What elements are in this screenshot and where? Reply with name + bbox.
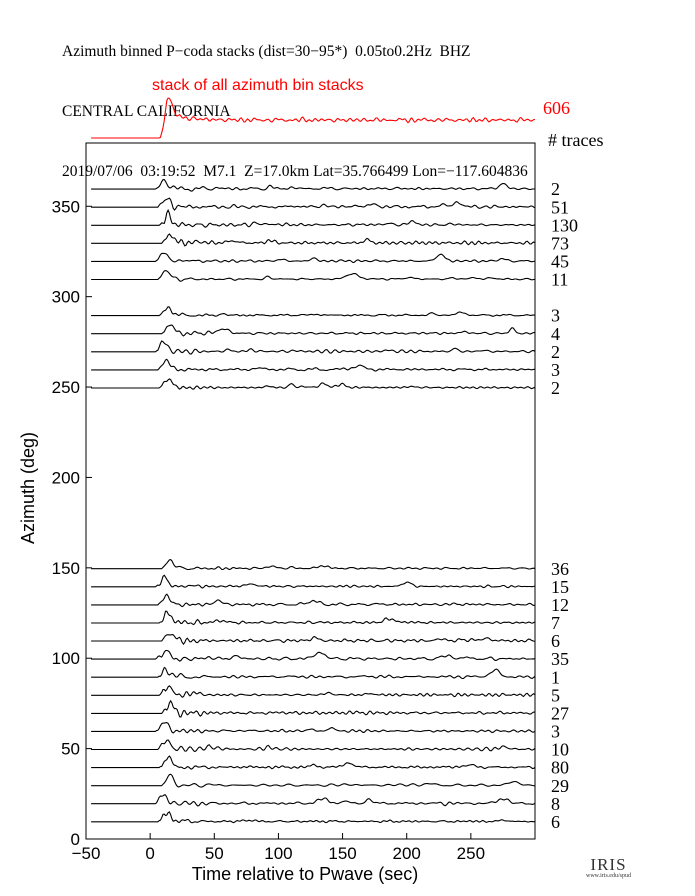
azimuth-trace xyxy=(91,794,536,807)
trace-count-label: 12 xyxy=(551,595,569,615)
header-region: CENTRAL CALIFORNIA xyxy=(62,103,231,120)
x-tick-label: 0 xyxy=(145,844,154,863)
stack-panel: stack of all azimuth bin stacks 606 # tr… xyxy=(91,77,603,150)
trace-count-label: 3 xyxy=(551,360,560,380)
azimuth-trace xyxy=(91,773,536,788)
trace-count-label: 51 xyxy=(551,197,569,217)
trace-count-label: 1 xyxy=(551,667,560,687)
x-tick-label: 50 xyxy=(205,844,224,863)
trace-count-label: 7 xyxy=(551,613,560,633)
y-tick-label: 350 xyxy=(52,197,80,216)
azimuth-trace xyxy=(91,610,536,626)
header-event: 2019/07/06 03:19:52 M7.1 Z=17.0km Lat=35… xyxy=(62,163,528,180)
trace-count-label: 6 xyxy=(551,631,560,651)
iris-logo: IRIS www.iris.edu/spud xyxy=(586,856,631,880)
azimuth-trace xyxy=(91,378,536,390)
trace-count-label: 2 xyxy=(551,179,560,199)
trace-count-label: 5 xyxy=(551,685,560,705)
azimuth-trace xyxy=(91,811,536,824)
trace-count-label: 10 xyxy=(551,740,569,760)
trace-count-label: 8 xyxy=(551,794,560,814)
header-title: Azimuth binned P−coda stacks (dist=30−95… xyxy=(62,43,471,60)
azimuth-trace xyxy=(91,722,536,734)
azimuth-trace xyxy=(91,358,536,372)
trace-count-label: 73 xyxy=(551,233,569,253)
y-tick-label: 300 xyxy=(52,288,80,307)
y-tick-label: 250 xyxy=(52,378,80,397)
stack-label: stack of all azimuth bin stacks xyxy=(152,77,364,94)
stack-trace-line xyxy=(91,97,536,139)
trace-count-label: 4 xyxy=(551,324,560,344)
traces-count-header: # traces xyxy=(548,130,603,150)
azimuth-trace xyxy=(91,324,536,337)
chart-header: Azimuth binned P−coda stacks (dist=30−95… xyxy=(62,2,528,202)
azimuth-trace xyxy=(91,755,536,770)
azimuth-traces xyxy=(91,179,536,824)
y-tick-label: 0 xyxy=(71,830,80,849)
trace-count-label: 130 xyxy=(551,215,578,235)
x-tick-label: 150 xyxy=(328,844,356,863)
iris-logo-url: www.iris.edu/spud xyxy=(586,873,631,879)
trace-count-label: 2 xyxy=(551,342,560,362)
x-tick-label: 100 xyxy=(264,844,292,863)
azimuth-trace xyxy=(91,179,536,192)
azimuth-trace xyxy=(91,233,536,247)
trace-count-label: 80 xyxy=(551,758,569,778)
trace-count-label: 6 xyxy=(551,812,560,832)
y-axis-label: Azimuth (deg) xyxy=(18,432,38,544)
trace-count-label: 11 xyxy=(551,270,568,290)
azimuth-trace xyxy=(91,649,536,662)
trace-count-label: 15 xyxy=(551,577,569,597)
x-tick-label: 250 xyxy=(457,844,485,863)
y-tick-label: 100 xyxy=(52,649,80,668)
trace-count-label: 2 xyxy=(551,378,560,398)
trace-count-label: 3 xyxy=(551,306,560,326)
azimuth-trace xyxy=(91,666,536,680)
trace-count-label: 27 xyxy=(551,703,569,723)
azimuth-trace xyxy=(91,558,536,571)
trace-count-label: 35 xyxy=(551,649,569,669)
x-axis-label: Time relative to Pwave (sec) xyxy=(192,864,418,884)
y-tick-label: 200 xyxy=(52,468,80,487)
stack-trace-count: 606 xyxy=(543,98,570,118)
x-axis: −50 0 50 100 150 200 250 xyxy=(72,833,485,863)
trace-count-label: 36 xyxy=(551,559,569,579)
y-tick-label: 50 xyxy=(61,740,80,759)
y-tick-label: 150 xyxy=(52,559,80,578)
trace-count-label: 29 xyxy=(551,776,569,796)
trace-count-label: 45 xyxy=(551,252,569,272)
azimuth-trace xyxy=(91,593,536,608)
plot-frame xyxy=(85,142,536,840)
azimuth-trace xyxy=(91,739,536,753)
azimuth-trace xyxy=(91,634,536,646)
azimuth-trace xyxy=(91,340,536,355)
azimuth-trace xyxy=(91,306,536,317)
iris-logo-text: IRIS xyxy=(590,855,627,874)
azimuth-trace xyxy=(91,197,536,211)
azimuth-trace xyxy=(91,208,536,228)
azimuth-trace xyxy=(91,685,536,698)
x-tick-label: −50 xyxy=(72,844,101,863)
azimuth-trace xyxy=(91,270,536,282)
azimuth-trace xyxy=(91,252,536,263)
azimuth-trace xyxy=(91,699,536,718)
x-tick-label: 200 xyxy=(393,844,421,863)
trace-count-label: 3 xyxy=(551,722,560,742)
azimuth-trace xyxy=(91,574,536,589)
y-axis: 0 50 100 150 200 250 300 350 xyxy=(52,197,92,849)
